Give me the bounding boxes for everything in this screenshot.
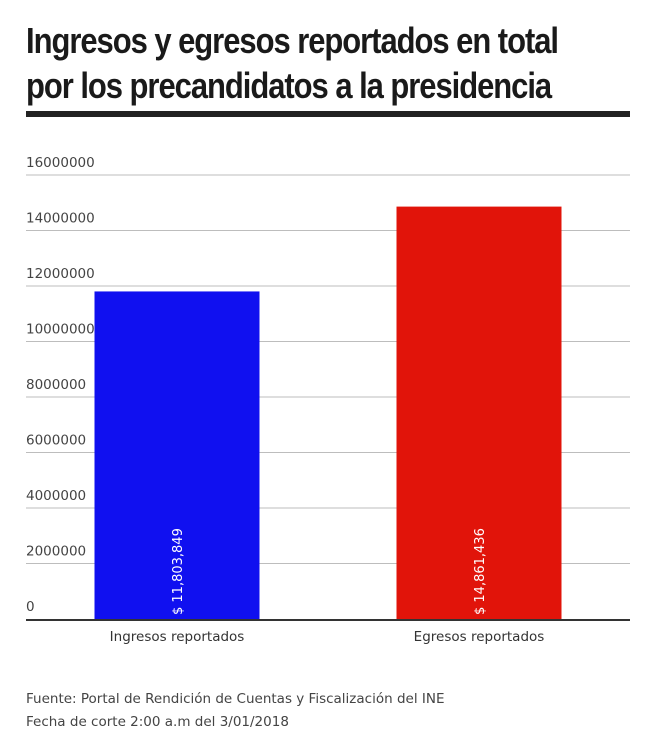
y-tick-label: 4000000 [26, 488, 86, 504]
bar-chart: 0 2000000 4000000 6000000 8000000 10000000 120… [26, 155, 630, 645]
y-tick-label: 14000000 [26, 211, 95, 227]
y-tick-label: 10000000 [26, 322, 95, 338]
x-tick-label: Egresos reportados [414, 629, 545, 645]
x-tick-label: Ingresos reportados [110, 629, 245, 645]
chart-title: Ingresos y egresos reportados en total p… [26, 18, 559, 108]
y-tick-label: 16000000 [26, 155, 95, 171]
bar [94, 291, 260, 619]
bar [396, 206, 562, 619]
chart-title-line-1: Ingresos y egresos reportados en total [26, 20, 559, 61]
source-note: Fuente: Portal de Rendición de Cuentas y… [26, 688, 444, 734]
y-tick-label: 2000000 [26, 544, 86, 560]
data-label: $ 11,803,849 [171, 528, 186, 615]
title-underline [26, 111, 630, 117]
y-tick-label: 6000000 [26, 433, 86, 449]
y-tick-label: 0 [26, 599, 35, 615]
source-line: Fuente: Portal de Rendición de Cuentas y… [26, 691, 445, 707]
chart-title-line-2: por los precandidatos a la presidencia [26, 65, 552, 106]
y-tick-label: 8000000 [26, 377, 86, 393]
y-tick-label: 12000000 [26, 266, 95, 282]
cutoff-date-line: Fecha de corte 2:00 a.m del 3/01/2018 [26, 714, 289, 730]
data-label: $ 14,861,436 [473, 528, 488, 615]
